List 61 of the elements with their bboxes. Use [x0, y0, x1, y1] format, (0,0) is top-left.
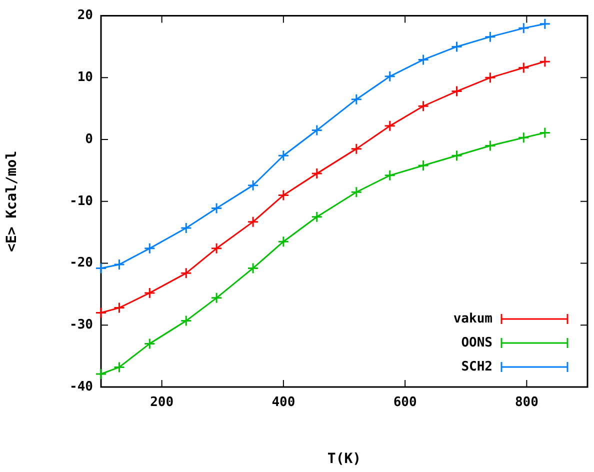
point: [484, 140, 496, 152]
point: [518, 62, 530, 74]
point: [539, 126, 551, 138]
point: [144, 242, 156, 254]
point: [95, 262, 107, 274]
point: [350, 143, 362, 155]
point: [210, 292, 222, 304]
point: [113, 361, 125, 373]
x-tick-label: 800: [514, 395, 539, 410]
point: [113, 302, 125, 314]
point: [210, 242, 222, 254]
x-tick-label: 600: [393, 395, 417, 410]
point: [311, 124, 323, 136]
point: [451, 150, 463, 162]
point: [539, 18, 551, 30]
y-tick-label: -40: [70, 379, 94, 394]
x-axis-title: T(K): [327, 451, 362, 468]
point: [144, 287, 156, 299]
point: [384, 70, 396, 82]
point: [350, 94, 362, 106]
point: [518, 22, 530, 34]
point: [247, 262, 259, 274]
point: [311, 168, 323, 180]
point: [278, 150, 290, 162]
point: [180, 267, 192, 279]
point: [350, 186, 362, 198]
point: [311, 211, 323, 223]
point: [384, 120, 396, 132]
x-tick-label: 200: [150, 395, 174, 410]
point: [484, 72, 496, 84]
point: [95, 307, 107, 319]
y-axis-title: <E> Kcal/mol: [4, 150, 20, 252]
point: [384, 170, 396, 182]
point: [144, 338, 156, 350]
legend-label: OONS: [461, 335, 493, 350]
y-tick-label: 10: [77, 70, 94, 86]
point: [518, 132, 530, 144]
point: [247, 180, 259, 192]
point: [418, 54, 430, 66]
point: [451, 86, 463, 98]
point: [247, 216, 259, 228]
x-tick-label: 400: [272, 395, 296, 410]
point: [113, 258, 125, 270]
y-tick-label: 20: [77, 8, 94, 24]
point: [484, 31, 496, 43]
y-tick-label: -10: [70, 194, 94, 209]
point: [451, 40, 463, 52]
point: [210, 202, 222, 214]
point: [278, 189, 290, 201]
point: [418, 100, 430, 112]
point: [278, 236, 290, 248]
y-tick-label: 0: [85, 132, 94, 147]
legend-label: vakum: [453, 311, 493, 326]
y-tick-label: -20: [70, 256, 94, 271]
point: [180, 315, 192, 327]
point: [95, 368, 107, 380]
point: [539, 56, 551, 68]
legend-label: SCH2: [461, 359, 492, 374]
y-tick-label: -30: [70, 318, 94, 333]
point: [418, 160, 430, 172]
point: [180, 222, 192, 234]
